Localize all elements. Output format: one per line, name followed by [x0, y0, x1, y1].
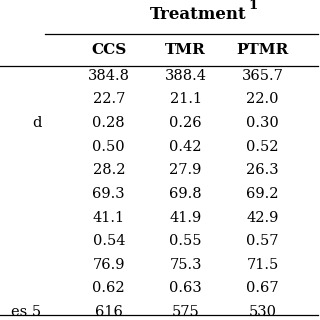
Text: 41.1: 41.1: [93, 211, 125, 225]
Text: 69.2: 69.2: [246, 187, 279, 201]
Text: 0.55: 0.55: [169, 234, 202, 248]
Text: 0.42: 0.42: [169, 140, 202, 154]
Text: 616: 616: [95, 305, 123, 319]
Text: Treatment: Treatment: [150, 6, 247, 23]
Text: 0.57: 0.57: [246, 234, 279, 248]
Text: 21.1: 21.1: [170, 92, 202, 107]
Text: 575: 575: [172, 305, 199, 319]
Text: 69.3: 69.3: [92, 187, 125, 201]
Text: 0.67: 0.67: [246, 281, 279, 295]
Text: 0.50: 0.50: [92, 140, 125, 154]
Text: 1: 1: [248, 0, 257, 12]
Text: 41.9: 41.9: [170, 211, 202, 225]
Text: 0.54: 0.54: [92, 234, 125, 248]
Text: 27.9: 27.9: [169, 163, 202, 177]
Text: 0.52: 0.52: [246, 140, 279, 154]
Text: 76.9: 76.9: [92, 258, 125, 272]
Text: 0.28: 0.28: [92, 116, 125, 130]
Text: TMR: TMR: [165, 43, 206, 57]
Text: es 5: es 5: [12, 305, 42, 319]
Text: 42.9: 42.9: [246, 211, 279, 225]
Text: 0.62: 0.62: [92, 281, 125, 295]
Text: 388.4: 388.4: [164, 69, 207, 83]
Text: 69.8: 69.8: [169, 187, 202, 201]
Text: 26.3: 26.3: [246, 163, 279, 177]
Text: d: d: [32, 116, 42, 130]
Text: 75.3: 75.3: [169, 258, 202, 272]
Text: 22.7: 22.7: [92, 92, 125, 107]
Text: 22.0: 22.0: [246, 92, 279, 107]
Text: 530: 530: [248, 305, 276, 319]
Text: 28.2: 28.2: [92, 163, 125, 177]
Text: 384.8: 384.8: [88, 69, 130, 83]
Text: 0.30: 0.30: [246, 116, 279, 130]
Text: CCS: CCS: [91, 43, 126, 57]
Text: 365.7: 365.7: [242, 69, 283, 83]
Text: 0.26: 0.26: [169, 116, 202, 130]
Text: 0.63: 0.63: [169, 281, 202, 295]
Text: 71.5: 71.5: [246, 258, 278, 272]
Text: PTMR: PTMR: [236, 43, 289, 57]
